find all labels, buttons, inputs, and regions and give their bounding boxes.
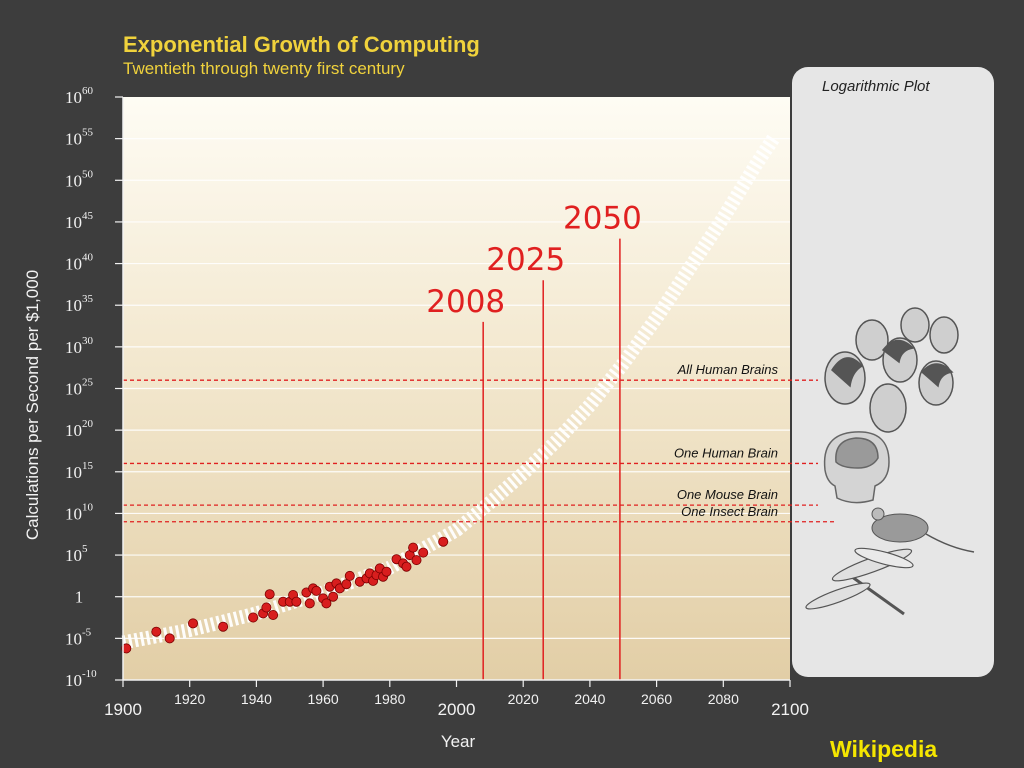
threshold-label: All Human Brains bbox=[677, 362, 779, 377]
data-point bbox=[438, 536, 449, 547]
threshold-label: One Insect Brain bbox=[681, 504, 778, 519]
y-tick-label: 1045 bbox=[65, 210, 94, 232]
y-tick-label: 1030 bbox=[65, 335, 94, 357]
data-point bbox=[321, 598, 332, 609]
data-point bbox=[311, 585, 322, 596]
data-point bbox=[121, 643, 132, 654]
chart-title: Exponential Growth of Computing bbox=[123, 32, 480, 57]
data-point bbox=[344, 570, 355, 581]
y-tick-label: 1060 bbox=[65, 85, 94, 107]
data-point bbox=[328, 591, 339, 602]
threshold-label: One Human Brain bbox=[674, 445, 778, 460]
trend-line bbox=[121, 134, 780, 650]
brain-illustration bbox=[823, 431, 890, 504]
x-tick-label: 1900 bbox=[104, 700, 142, 719]
data-point bbox=[381, 566, 392, 577]
data-point bbox=[261, 602, 272, 613]
data-point bbox=[218, 621, 229, 632]
y-tick-label: 1020 bbox=[65, 418, 94, 440]
data-point bbox=[268, 610, 279, 621]
source-label: Wikipedia bbox=[830, 736, 937, 762]
x-tick-label: 2000 bbox=[438, 700, 476, 719]
y-tick-label: 1055 bbox=[65, 127, 94, 149]
y-axis-label: Calculations per Second per $1,000 bbox=[23, 270, 42, 540]
dragonfly-illustration bbox=[805, 547, 914, 616]
gridlines bbox=[123, 138, 790, 639]
data-point bbox=[418, 547, 429, 558]
y-tick-label: 1050 bbox=[65, 168, 94, 190]
y-tick-label: 1015 bbox=[65, 460, 94, 482]
data-point bbox=[151, 626, 162, 637]
x-ticks: 1900 1920 1940 1960 1980 2000 2020 2040 2060 2080… bbox=[104, 680, 809, 719]
y-ticks: 1060 1055 1050 1045 1040 1035 1030 1025 1020 1015… bbox=[65, 85, 123, 690]
data-point bbox=[341, 579, 352, 590]
data-point bbox=[304, 598, 315, 609]
y-tick-label: 10-5 bbox=[65, 626, 92, 648]
year-marker-label: 2008 bbox=[426, 284, 505, 320]
x-tick-label: 1980 bbox=[374, 691, 405, 707]
data-point bbox=[408, 542, 419, 553]
x-tick-label: 2100 bbox=[771, 700, 809, 719]
data-point bbox=[264, 589, 275, 600]
data-point bbox=[411, 555, 422, 566]
x-axis-label: Year bbox=[441, 732, 476, 751]
y-tick-label: 1040 bbox=[65, 252, 94, 274]
threshold-label: One Mouse Brain bbox=[677, 487, 778, 502]
data-point bbox=[164, 633, 175, 644]
y-tick-label: 1 bbox=[75, 588, 84, 607]
year-markers: 2008 2025 2050 bbox=[426, 201, 642, 680]
x-tick-label: 2080 bbox=[708, 691, 739, 707]
mouse-illustration bbox=[871, 507, 975, 553]
y-tick-label: 10-10 bbox=[65, 668, 97, 690]
year-marker-label: 2025 bbox=[486, 242, 565, 278]
y-tick-label: 1025 bbox=[65, 377, 94, 399]
trend-band bbox=[121, 134, 780, 650]
x-tick-label: 1940 bbox=[241, 691, 272, 707]
y-tick-label: 105 bbox=[65, 543, 88, 565]
data-point bbox=[187, 618, 198, 629]
data-point bbox=[291, 596, 302, 607]
chart-subtitle: Twentieth through twenty first century bbox=[123, 59, 405, 78]
threshold-lines: All Human Brains One Human Brain One Mouse… bbox=[123, 362, 835, 523]
data-point bbox=[401, 561, 412, 572]
y-tick-label: 1035 bbox=[65, 293, 94, 315]
x-tick-label: 2040 bbox=[574, 691, 605, 707]
data-points bbox=[121, 536, 449, 654]
heads-illustration bbox=[824, 307, 959, 433]
data-point bbox=[248, 612, 259, 623]
x-tick-label: 2060 bbox=[641, 691, 672, 707]
y-tick-label: 1010 bbox=[65, 501, 94, 523]
panel-title: Logarithmic Plot bbox=[822, 78, 930, 95]
year-marker-label: 2050 bbox=[563, 201, 642, 237]
x-tick-label: 1920 bbox=[174, 691, 205, 707]
x-tick-label: 1960 bbox=[308, 691, 339, 707]
x-tick-label: 2020 bbox=[508, 691, 539, 707]
